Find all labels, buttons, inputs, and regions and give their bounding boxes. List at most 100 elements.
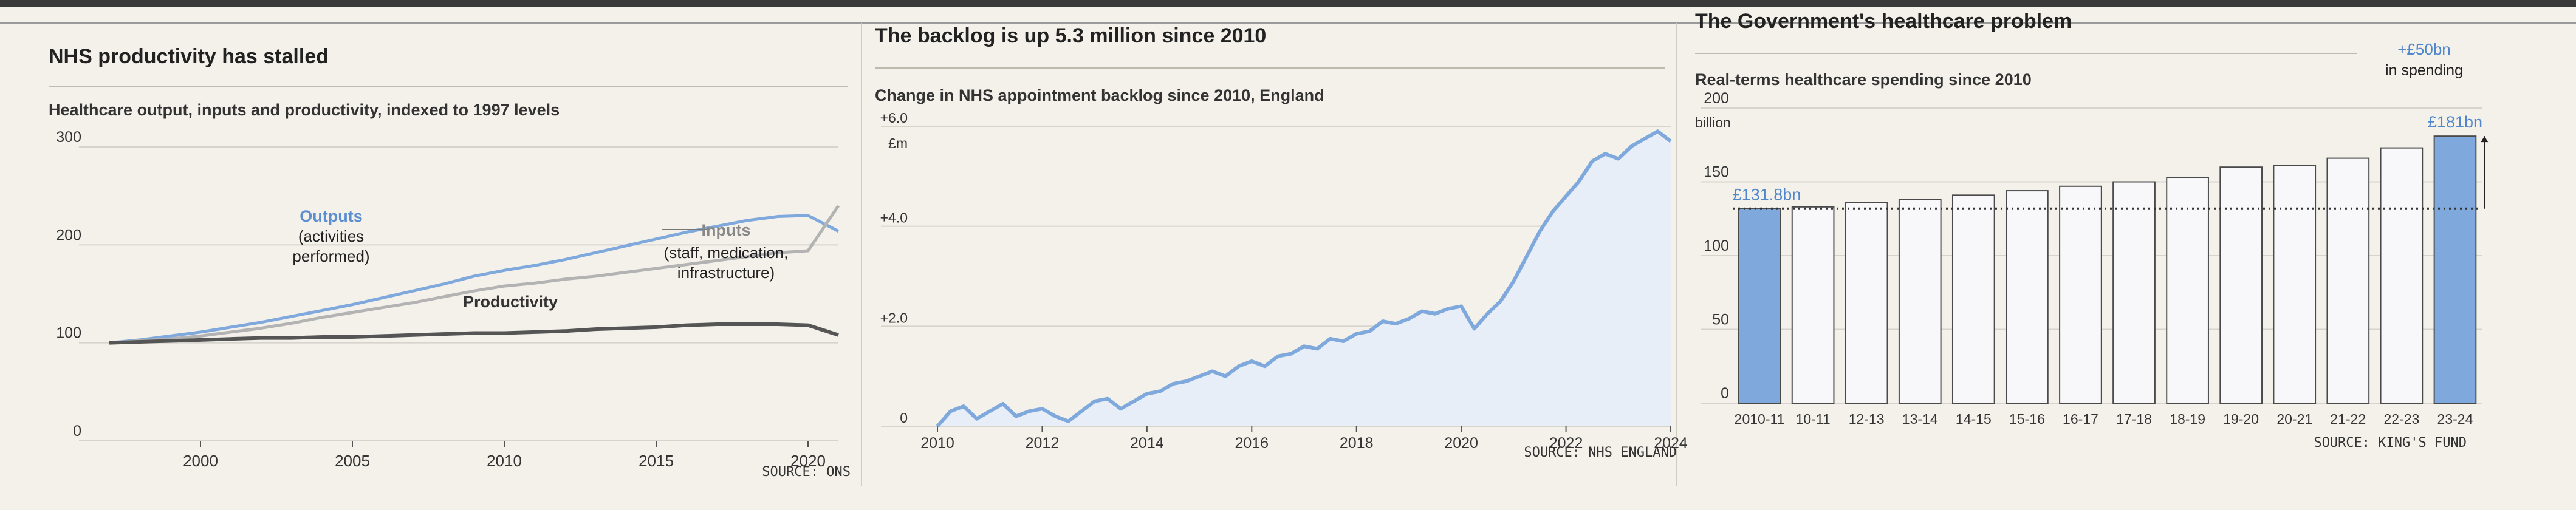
annotation-line: (staff, medication,: [664, 243, 789, 262]
y-axis-unit-label: £m: [888, 135, 908, 151]
x-tick-label: 2020: [1444, 435, 1478, 452]
chart-subtitle: Real-terms healthcare spending since 201…: [1695, 70, 2032, 89]
y-tick-label: 200: [56, 226, 81, 243]
panel-productivity: NHS productivity has stalled Healthcare …: [49, 45, 851, 480]
y-tick-label: +4.0: [880, 210, 908, 226]
chart-subtitle: Healthcare output, inputs and productivi…: [49, 101, 560, 119]
bar-22-23: [2380, 147, 2424, 404]
x-category-label: 13-14: [1902, 411, 1938, 427]
x-category-label: 12-13: [1849, 411, 1885, 427]
y-tick-label: +6.0: [880, 110, 908, 126]
y-tick-label: 200: [1704, 90, 1729, 107]
annotation-line: (activities: [298, 227, 364, 245]
panel-backlog: The backlog is up 5.3 million since 2010…: [875, 24, 1688, 460]
x-category-label: 19-20: [2223, 411, 2259, 427]
bar-data-label: £181bn: [2428, 113, 2482, 131]
chart-title: The Government's healthcare problem: [1695, 10, 2072, 33]
bar-21-22: [2326, 157, 2370, 404]
x-category-label: 10-11: [1796, 411, 1831, 427]
bar-16-17: [2059, 185, 2102, 404]
x-category-label: 14-15: [1956, 411, 1992, 427]
annotation-line: Inputs: [702, 221, 751, 239]
bar-23-24: [2433, 135, 2477, 404]
y-tick-label: 50: [1712, 311, 1729, 328]
chart-subtitle: Change in NHS appointment backlog since …: [875, 86, 1324, 104]
y-axis-ticks: 0 +2.0 +4.0 +6.0: [880, 110, 908, 426]
spending-callout: +£50bn in spending: [2385, 40, 2489, 209]
series-line-productivity: [109, 322, 839, 345]
y-tick-label: 100: [1704, 237, 1729, 254]
gridlines: [79, 146, 838, 441]
x-tick-label: 2010: [920, 435, 954, 452]
chart-title: NHS productivity has stalled: [49, 45, 329, 68]
x-tick-label: 2018: [1340, 435, 1374, 452]
chart-annotations: £131.8bn £181bn +£50bn in spending: [1733, 40, 2489, 210]
y-tick-label: 0: [900, 410, 908, 426]
x-category-label: 18-19: [2170, 411, 2205, 427]
x-category-label: 20-21: [2276, 411, 2312, 427]
bar-12-13: [1845, 202, 1888, 404]
bar-17-18: [2112, 181, 2156, 404]
bar-data-label: £131.8bn: [1733, 186, 1801, 204]
x-tick-label: 2005: [335, 452, 370, 470]
callout-line: +£50bn: [2397, 40, 2450, 58]
series-annotations: Outputs (activities performed) Inputs (staff…: [292, 207, 788, 311]
chart-title: The backlog is up 5.3 million since 2010: [875, 24, 1266, 47]
annotation-line: Outputs: [300, 207, 362, 225]
x-axis-ticks: 2000 2005 2010 2015 2020: [183, 441, 826, 470]
y-tick-label: 100: [56, 325, 81, 342]
series-group: [109, 205, 840, 345]
bar-19-20: [2219, 166, 2263, 404]
x-category-label: 22-23: [2383, 411, 2419, 427]
series-line-outputs: [109, 214, 840, 345]
y-tick-label: +2.0: [880, 310, 908, 325]
bar-14-15: [1951, 194, 1995, 404]
backlog-line: [936, 129, 1672, 427]
x-category-label: 16-17: [2063, 411, 2098, 427]
bar-2010-11: [1738, 208, 1781, 404]
annotation-outputs: Outputs (activities performed): [292, 207, 369, 265]
x-tick-label: 2012: [1026, 435, 1060, 452]
series-line-inputs: [109, 205, 840, 345]
bar-10-11: [1791, 206, 1835, 404]
x-tick-label: 2016: [1235, 435, 1269, 452]
x-tick-label: 2014: [1130, 435, 1164, 452]
chart-source: SOURCE: ONS: [762, 464, 851, 480]
x-category-label: 15-16: [2009, 411, 2045, 427]
bar-13-14: [1898, 199, 1942, 404]
y-tick-label: 0: [73, 423, 81, 440]
annotation-line: infrastructure): [677, 264, 775, 282]
x-category-label: 2010-11: [1735, 411, 1785, 427]
y-axis-unit-label: billion: [1695, 115, 1731, 131]
annotation-line: performed): [292, 247, 369, 265]
callout-arrowhead: [2481, 136, 2489, 143]
x-tick-label: 2020: [790, 452, 826, 470]
bar-20-21: [2273, 165, 2317, 404]
x-axis-category-labels: 2010-11 10-11 12-13 13-14 14-15 15-16 16-17 17-…: [1735, 411, 2473, 427]
annotation-inputs: Inputs (staff, medication, infrastructure): [662, 221, 788, 282]
bar-15-16: [2006, 190, 2049, 404]
x-category-label: 21-22: [2330, 411, 2366, 427]
y-tick-label: 300: [56, 129, 81, 146]
y-tick-label: 0: [1721, 385, 1729, 402]
x-tick-label: 2024: [1654, 435, 1688, 452]
y-axis-ticks: 0 100 200 300: [56, 129, 81, 440]
x-axis-ticks: 2010 2012 2014 2016 2018 2020 2022 2024: [920, 426, 1688, 452]
backlog-area-fill: [937, 131, 1671, 426]
bar-18-19: [2166, 177, 2209, 404]
y-axis-ticks: 0 50 100 150 200: [1704, 90, 1729, 402]
x-category-label: 17-18: [2116, 411, 2152, 427]
top-rule: [0, 0, 2576, 7]
panel-spending: The Government's healthcare problem Real…: [1695, 10, 2489, 450]
bars-group: [1738, 135, 2477, 404]
x-category-label: 23-24: [2437, 411, 2473, 427]
callout-line: in spending: [2385, 62, 2463, 79]
series-group: [936, 129, 1672, 427]
y-tick-label: 150: [1704, 164, 1729, 181]
x-tick-label: 2010: [487, 452, 522, 470]
x-tick-label: 2022: [1549, 435, 1583, 452]
chart-source: SOURCE: NHS ENGLAND: [1524, 445, 1677, 460]
annotation-productivity: Productivity: [463, 293, 558, 311]
chart-source: SOURCE: KING'S FUND: [2314, 435, 2467, 450]
